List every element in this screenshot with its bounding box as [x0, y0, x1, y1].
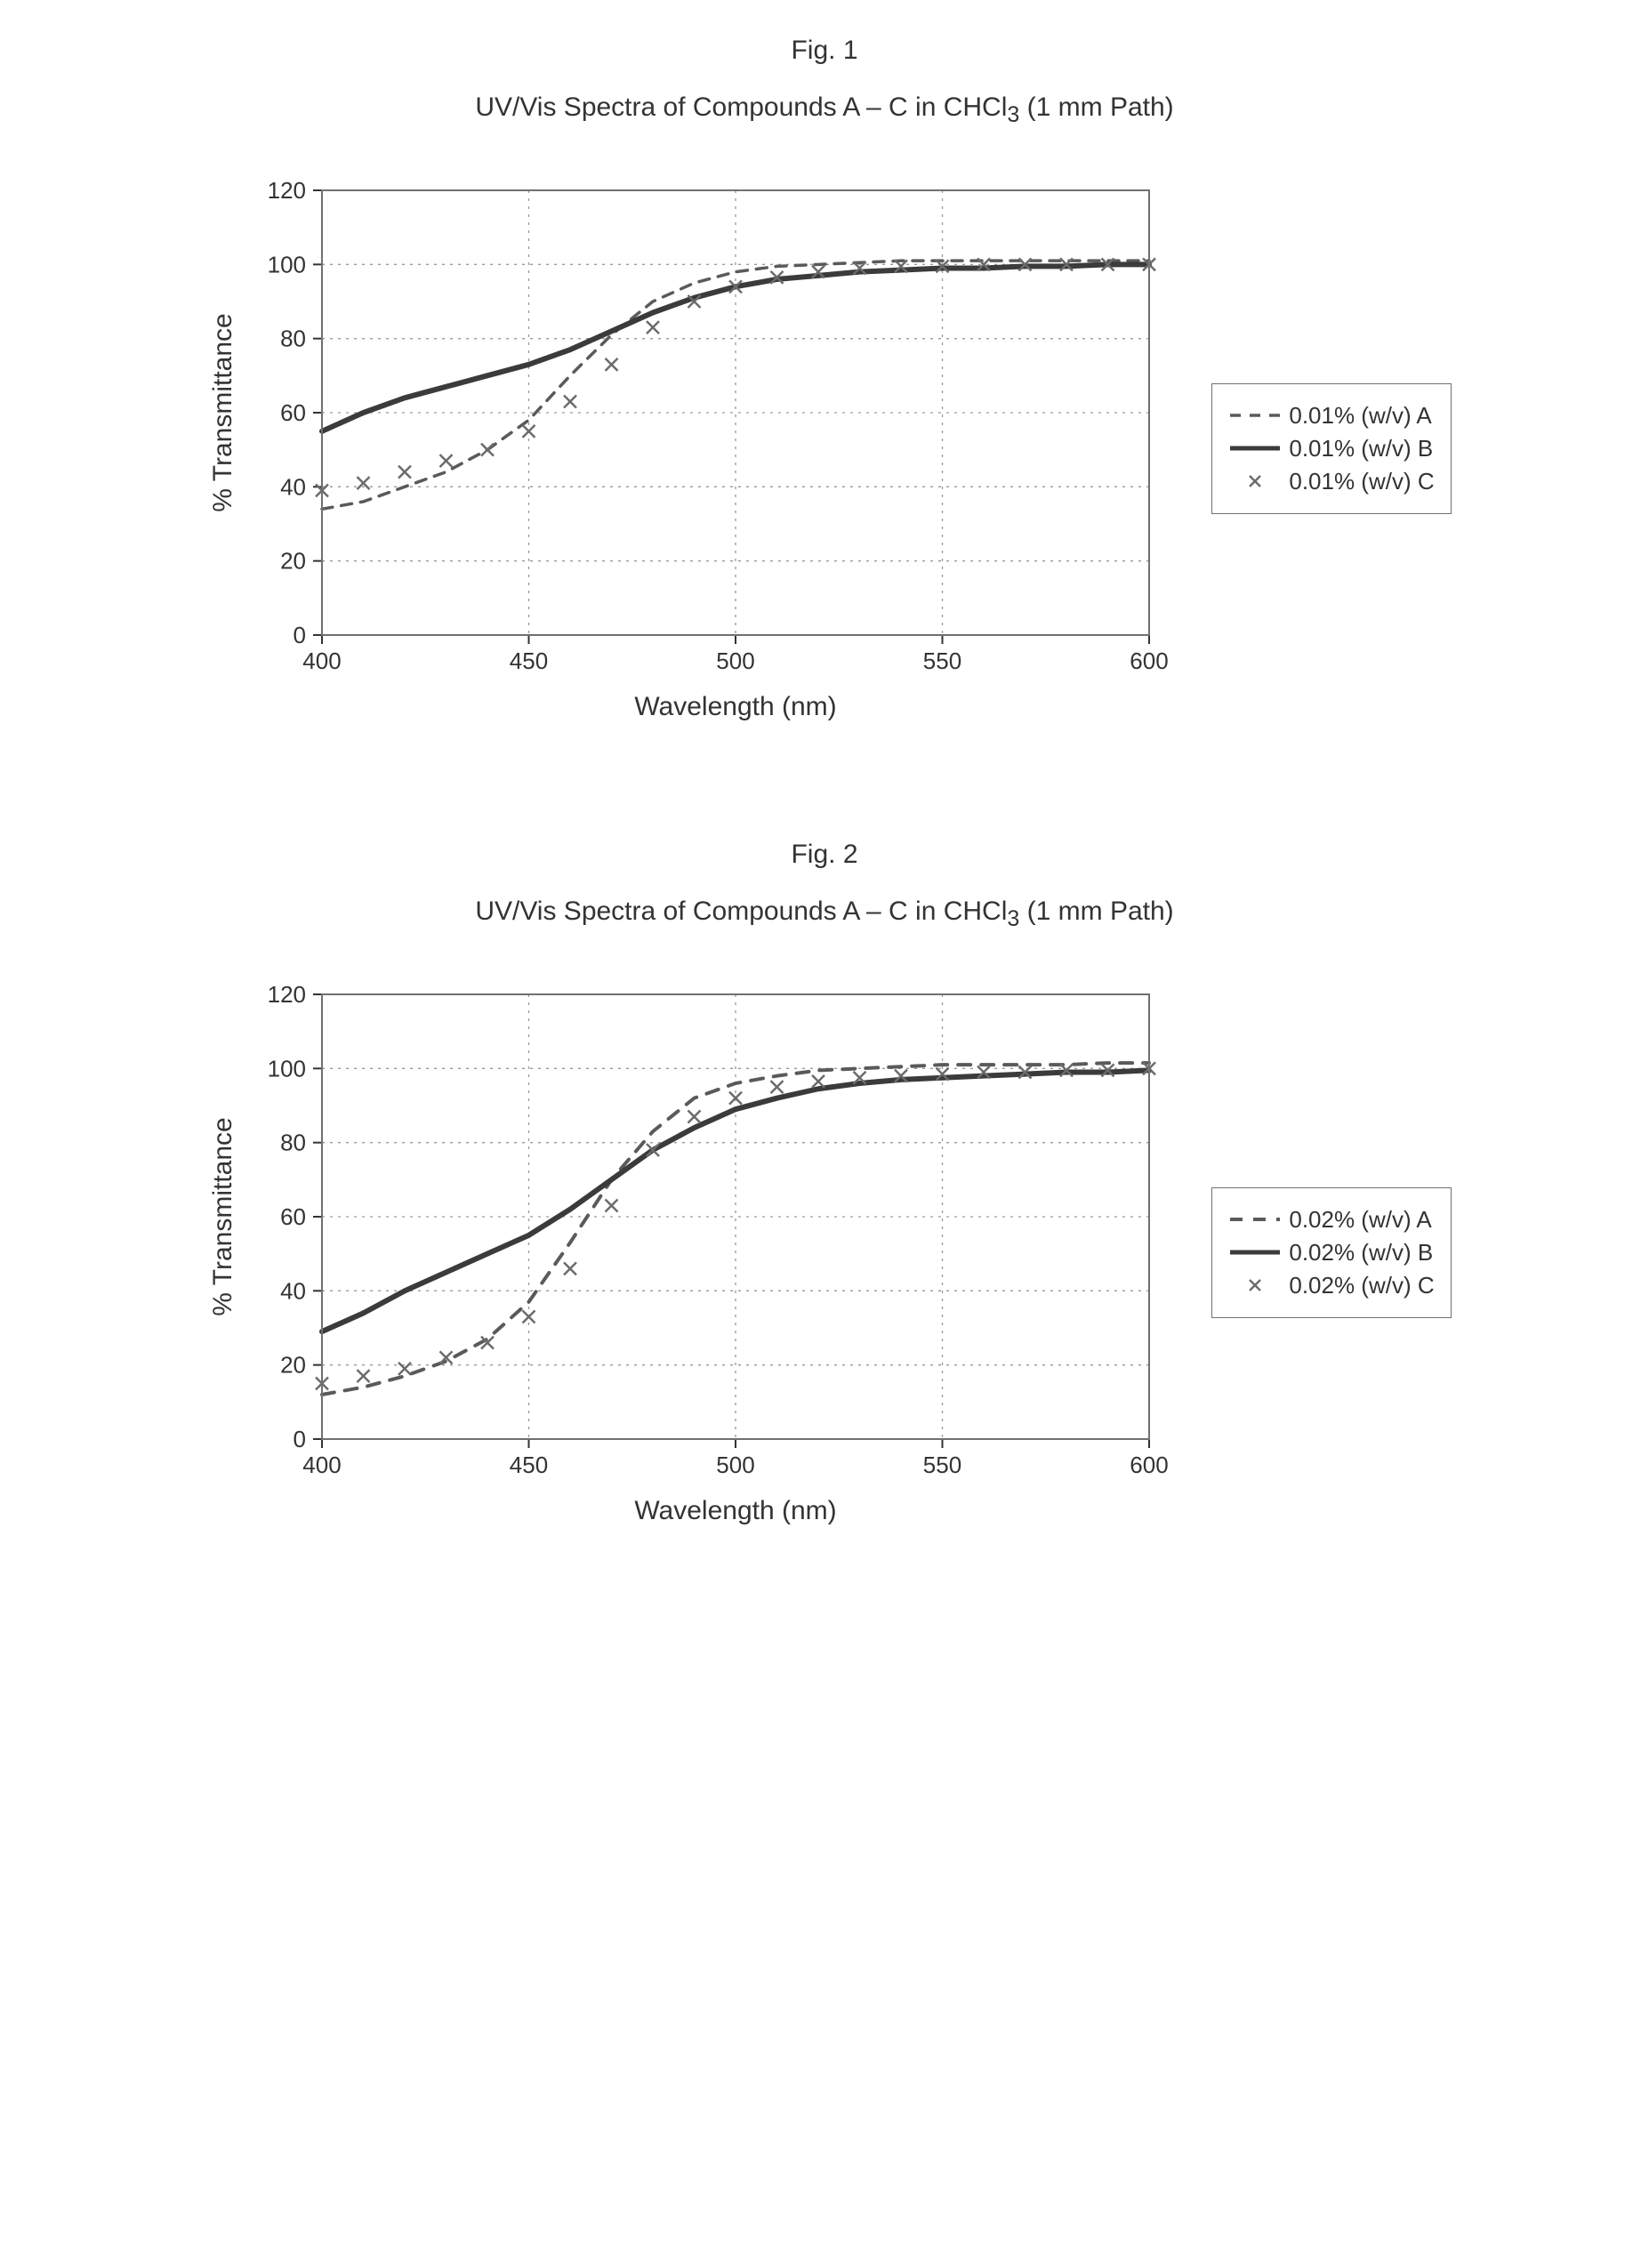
svg-text:550: 550	[923, 647, 961, 674]
svg-text:100: 100	[268, 251, 306, 277]
legend-label: 0.01% (w/v) C	[1289, 468, 1434, 495]
svg-text:20: 20	[280, 1352, 306, 1379]
legend: 0.02% (w/v) A 0.02% (w/v) B 0.02% (w/v) C	[1211, 1187, 1451, 1318]
legend-swatch	[1228, 406, 1282, 424]
legend: 0.01% (w/v) A 0.01% (w/v) B 0.01% (w/v) C	[1211, 383, 1451, 514]
svg-text:600: 600	[1130, 647, 1169, 674]
legend-label: 0.02% (w/v) A	[1289, 1206, 1431, 1234]
chart-plot: 0 20 40 60 80 100 120 400 450 500 550 600 Wavelength…	[197, 164, 1176, 733]
chart-title: UV/Vis Spectra of Compounds A – C in CHC…	[0, 92, 1649, 128]
svg-text:400: 400	[303, 647, 342, 674]
chart-wrap: 0 20 40 60 80 100 120 400 450 500 550 600 Wavelength…	[197, 164, 1176, 733]
svg-text:600: 600	[1130, 1452, 1169, 1478]
legend-row: 0.02% (w/v) B	[1228, 1239, 1434, 1267]
x-axis-label: Wavelength (nm)	[635, 1496, 837, 1525]
x-axis-label: Wavelength (nm)	[635, 692, 837, 721]
svg-text:60: 60	[280, 399, 306, 426]
svg-text:40: 40	[280, 473, 306, 500]
legend-swatch	[1228, 472, 1282, 490]
chart-row: 0 20 40 60 80 100 120 400 450 500 550 600 Wavelength…	[0, 968, 1649, 1537]
figure-label: Fig. 1	[0, 36, 1649, 66]
legend-row: 0.02% (w/v) C	[1228, 1272, 1434, 1299]
svg-text:40: 40	[280, 1277, 306, 1304]
legend-row: 0.02% (w/v) A	[1228, 1206, 1434, 1234]
legend-swatch	[1228, 1243, 1282, 1261]
svg-text:100: 100	[268, 1055, 306, 1082]
legend-swatch	[1228, 1276, 1282, 1294]
chart-title: UV/Vis Spectra of Compounds A – C in CHC…	[0, 897, 1649, 932]
svg-text:120: 120	[268, 981, 306, 1008]
figure-block: Fig. 2 UV/Vis Spectra of Compounds A – C …	[0, 840, 1649, 1537]
svg-text:0: 0	[294, 622, 306, 648]
svg-text:500: 500	[717, 1452, 755, 1478]
svg-text:0: 0	[294, 1426, 306, 1452]
y-axis-label: % Transmittance	[208, 313, 237, 511]
legend-label: 0.02% (w/v) B	[1289, 1239, 1433, 1267]
legend-label: 0.01% (w/v) A	[1289, 402, 1431, 430]
svg-text:500: 500	[717, 647, 755, 674]
legend-swatch	[1228, 1210, 1282, 1228]
legend-label: 0.02% (w/v) C	[1289, 1272, 1434, 1299]
svg-text:450: 450	[510, 1452, 548, 1478]
figure-block: Fig. 1 UV/Vis Spectra of Compounds A – C …	[0, 36, 1649, 733]
svg-text:550: 550	[923, 1452, 961, 1478]
chart-wrap: 0 20 40 60 80 100 120 400 450 500 550 600 Wavelength…	[197, 968, 1176, 1537]
svg-text:20: 20	[280, 548, 306, 575]
svg-text:80: 80	[280, 326, 306, 352]
chart-plot: 0 20 40 60 80 100 120 400 450 500 550 600 Wavelength…	[197, 968, 1176, 1537]
y-axis-label: % Transmittance	[208, 1117, 237, 1315]
legend-swatch	[1228, 439, 1282, 457]
svg-text:80: 80	[280, 1130, 306, 1156]
legend-row: 0.01% (w/v) C	[1228, 468, 1434, 495]
figure-label: Fig. 2	[0, 840, 1649, 870]
legend-row: 0.01% (w/v) B	[1228, 435, 1434, 462]
svg-text:60: 60	[280, 1203, 306, 1230]
svg-text:400: 400	[303, 1452, 342, 1478]
chart-row: 0 20 40 60 80 100 120 400 450 500 550 600 Wavelength…	[0, 164, 1649, 733]
legend-row: 0.01% (w/v) A	[1228, 402, 1434, 430]
svg-text:450: 450	[510, 647, 548, 674]
legend-label: 0.01% (w/v) B	[1289, 435, 1433, 462]
svg-text:120: 120	[268, 177, 306, 204]
